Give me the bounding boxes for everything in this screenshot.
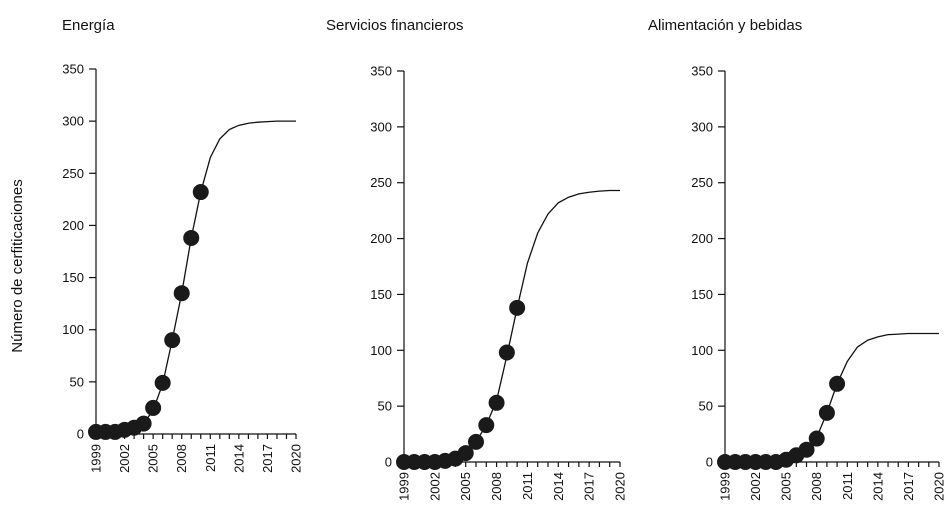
y-tick-label: 50 — [378, 399, 392, 414]
y-tick-label: 250 — [691, 175, 713, 190]
y-tick-label: 150 — [370, 287, 392, 302]
panel-title-alimentacion-y-bebidas: Alimentación y bebidas — [648, 17, 802, 34]
y-tick-label: 50 — [699, 399, 713, 414]
y-tick-label: 100 — [370, 343, 392, 358]
y-tick-label: 300 — [62, 114, 84, 129]
data-point — [173, 285, 190, 302]
data-point — [488, 394, 505, 411]
x-tick-label: 2008 — [174, 444, 189, 473]
x-tick-label: 2017 — [582, 472, 597, 501]
data-point — [154, 374, 171, 391]
y-tick-label: 350 — [691, 64, 713, 79]
y-tick-label: 250 — [370, 175, 392, 190]
x-tick-label: 2005 — [458, 472, 473, 501]
x-tick-label: 2011 — [203, 444, 218, 472]
x-tick-label: 2011 — [520, 472, 535, 500]
data-point — [145, 399, 162, 416]
y-tick-label: 350 — [62, 62, 84, 77]
x-tick-label: 2020 — [932, 472, 946, 501]
x-tick-label: 2008 — [809, 472, 824, 501]
y-tick-label: 200 — [370, 231, 392, 246]
x-tick-label: 2017 — [901, 472, 916, 501]
data-point — [192, 184, 209, 201]
y-tick-label: 300 — [691, 119, 713, 134]
x-tick-label: 1999 — [397, 472, 412, 501]
y-tick-label: 300 — [370, 119, 392, 134]
data-point — [509, 299, 526, 316]
data-point — [478, 417, 495, 434]
x-tick-label: 2008 — [489, 472, 504, 501]
x-tick-label: 1999 — [89, 444, 104, 473]
fitted-curve — [404, 189, 620, 463]
y-tick-label: 150 — [62, 270, 84, 285]
data-point — [818, 404, 835, 421]
y-tick-label: 100 — [62, 322, 84, 337]
x-tick-label: 2017 — [260, 444, 275, 473]
x-tick-label: 2011 — [840, 472, 855, 500]
x-tick-label: 2020 — [289, 444, 304, 473]
panel-servicios-financieros: Servicios financieros 0 50 100 150 200 250 300… — [326, 17, 628, 501]
y-tick-label: 50 — [70, 374, 84, 389]
x-tick-label: 2002 — [748, 472, 763, 501]
x-tick-label: 2020 — [613, 472, 628, 501]
y-tick-label: 0 — [706, 455, 713, 470]
panel-title-servicios-financieros: Servicios financieros — [326, 17, 464, 34]
fitted-curve — [725, 332, 939, 463]
panel-title-energia: Energía — [62, 17, 115, 34]
y-tick-label: 200 — [62, 218, 84, 233]
data-point — [498, 344, 515, 361]
y-tick-label: 250 — [62, 166, 84, 181]
x-tick-label: 2014 — [231, 444, 246, 473]
data-point — [183, 229, 200, 246]
x-tick-label: 2014 — [551, 472, 566, 501]
y-tick-label: 350 — [370, 64, 392, 79]
x-tick-label: 2014 — [870, 472, 885, 501]
panel-energia: Energía 0 50 100 150 200 250 300 350 1999 2002 200… — [62, 17, 304, 473]
data-point — [808, 430, 825, 447]
x-tick-label: 2002 — [117, 444, 132, 473]
x-tick-label: 1999 — [718, 472, 733, 501]
panel-alimentacion-y-bebidas: Alimentación y bebidas 0 50 100 150 200 250 30… — [648, 17, 946, 501]
y-tick-label: 0 — [385, 455, 392, 470]
x-tick-label: 2002 — [427, 472, 442, 501]
fitted-curve — [95, 120, 296, 434]
y-tick-label: 100 — [691, 343, 713, 358]
data-point — [135, 415, 152, 432]
y-axis-title: Número de cerfiticaciones — [9, 179, 26, 352]
data-point — [468, 433, 484, 450]
data-point — [457, 445, 474, 462]
y-tick-label: 150 — [691, 287, 713, 302]
y-tick-label: 0 — [77, 427, 84, 442]
x-tick-label: 2005 — [779, 472, 794, 501]
y-tick-label: 200 — [691, 231, 713, 246]
x-tick-label: 2005 — [146, 444, 161, 473]
data-point — [164, 332, 181, 349]
data-point — [829, 375, 846, 392]
data-point — [798, 441, 815, 458]
